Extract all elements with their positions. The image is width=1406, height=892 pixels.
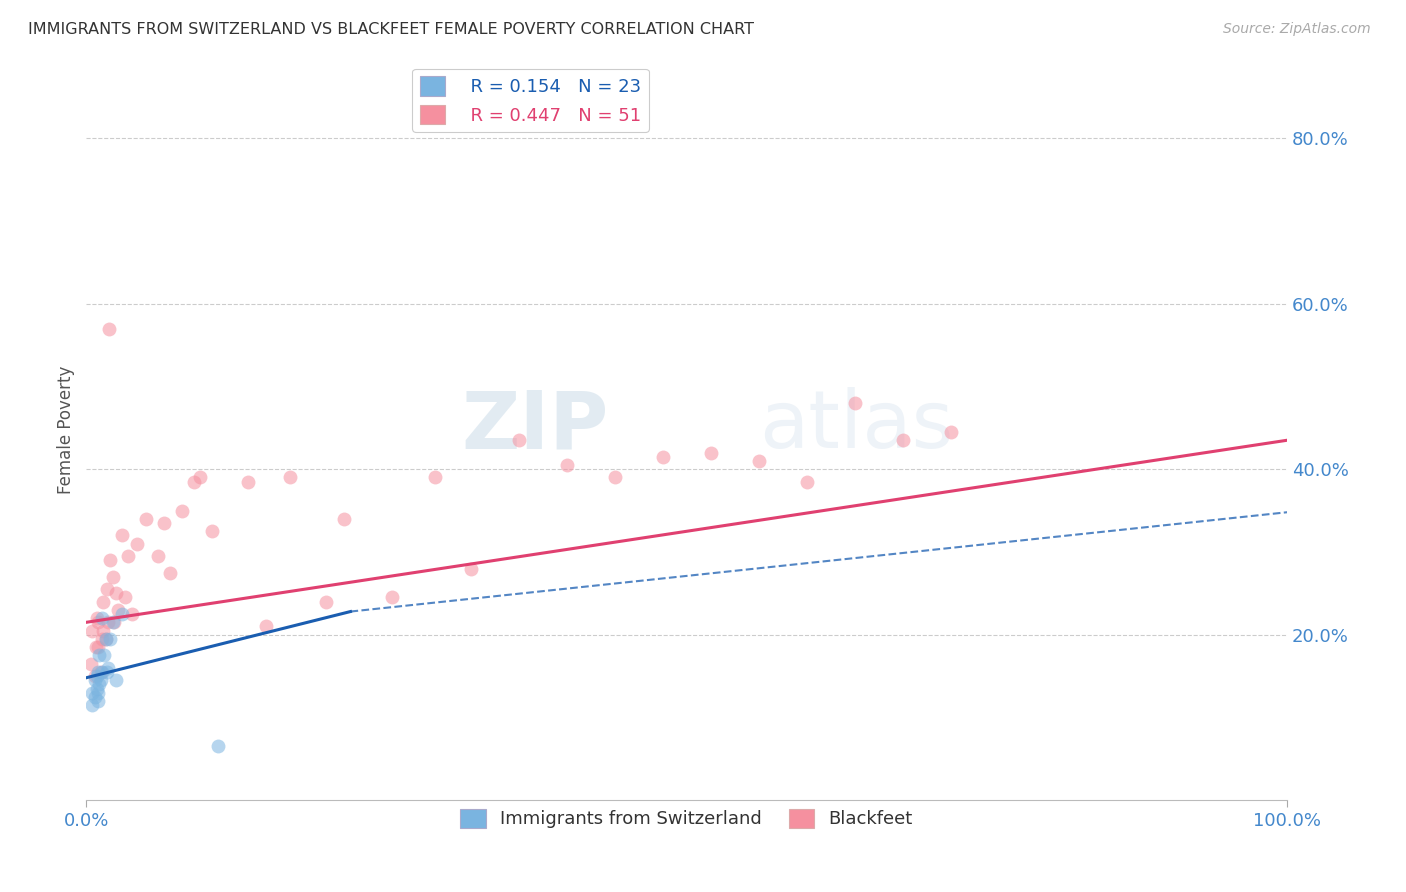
Point <box>796 475 818 489</box>
Point <box>207 739 229 754</box>
Point <box>101 570 124 584</box>
Point <box>91 624 114 638</box>
Point <box>89 648 111 663</box>
Point <box>82 686 104 700</box>
Point <box>651 450 673 464</box>
Point <box>98 553 121 567</box>
Point <box>98 632 121 646</box>
Point <box>159 566 181 580</box>
Point <box>101 615 124 630</box>
Point <box>254 619 277 633</box>
Point <box>105 673 128 688</box>
Point <box>105 586 128 600</box>
Point <box>107 603 129 617</box>
Text: atlas: atlas <box>759 387 953 466</box>
Point <box>190 470 212 484</box>
Point <box>83 690 105 704</box>
Point <box>333 512 356 526</box>
Point <box>98 321 121 335</box>
Point <box>83 673 105 688</box>
Text: ZIP: ZIP <box>461 387 609 466</box>
Point <box>201 524 224 539</box>
Point <box>97 661 120 675</box>
Point <box>460 561 482 575</box>
Point <box>86 611 108 625</box>
Point <box>94 632 117 646</box>
Point <box>103 615 125 630</box>
Y-axis label: Female Poverty: Female Poverty <box>58 366 75 494</box>
Point <box>86 681 108 696</box>
Point <box>555 458 578 472</box>
Point <box>87 686 110 700</box>
Point <box>939 425 962 439</box>
Point <box>89 677 111 691</box>
Point <box>91 594 114 608</box>
Point <box>125 537 148 551</box>
Point <box>748 454 770 468</box>
Point <box>82 698 104 712</box>
Point <box>82 624 104 638</box>
Point <box>111 607 134 621</box>
Point <box>891 434 914 448</box>
Point <box>183 475 205 489</box>
Point <box>114 591 136 605</box>
Point <box>96 582 118 597</box>
Point <box>87 615 110 630</box>
Point <box>87 694 110 708</box>
Point <box>97 615 120 630</box>
Point <box>90 665 112 679</box>
Point <box>117 549 139 563</box>
Point <box>87 665 110 679</box>
Point <box>172 503 194 517</box>
Point <box>90 665 112 679</box>
Point <box>94 632 117 646</box>
Legend: Immigrants from Switzerland, Blackfeet: Immigrants from Switzerland, Blackfeet <box>453 801 920 836</box>
Text: IMMIGRANTS FROM SWITZERLAND VS BLACKFEET FEMALE POVERTY CORRELATION CHART: IMMIGRANTS FROM SWITZERLAND VS BLACKFEET… <box>28 22 754 37</box>
Point <box>86 669 108 683</box>
Point <box>381 591 404 605</box>
Point <box>508 434 530 448</box>
Point <box>423 470 446 484</box>
Point <box>238 475 260 489</box>
Point <box>280 470 302 484</box>
Point <box>93 648 115 663</box>
Point <box>87 640 110 654</box>
Point <box>315 594 337 608</box>
Point <box>83 669 105 683</box>
Point <box>90 632 112 646</box>
Point <box>80 657 103 671</box>
Point <box>96 665 118 679</box>
Text: Source: ZipAtlas.com: Source: ZipAtlas.com <box>1223 22 1371 37</box>
Point <box>699 445 721 459</box>
Point <box>84 640 107 654</box>
Point <box>603 470 626 484</box>
Point <box>90 673 112 688</box>
Point <box>90 611 112 625</box>
Point <box>135 512 157 526</box>
Point <box>153 516 176 530</box>
Point <box>121 607 143 621</box>
Point <box>844 396 866 410</box>
Point <box>148 549 170 563</box>
Point <box>111 528 134 542</box>
